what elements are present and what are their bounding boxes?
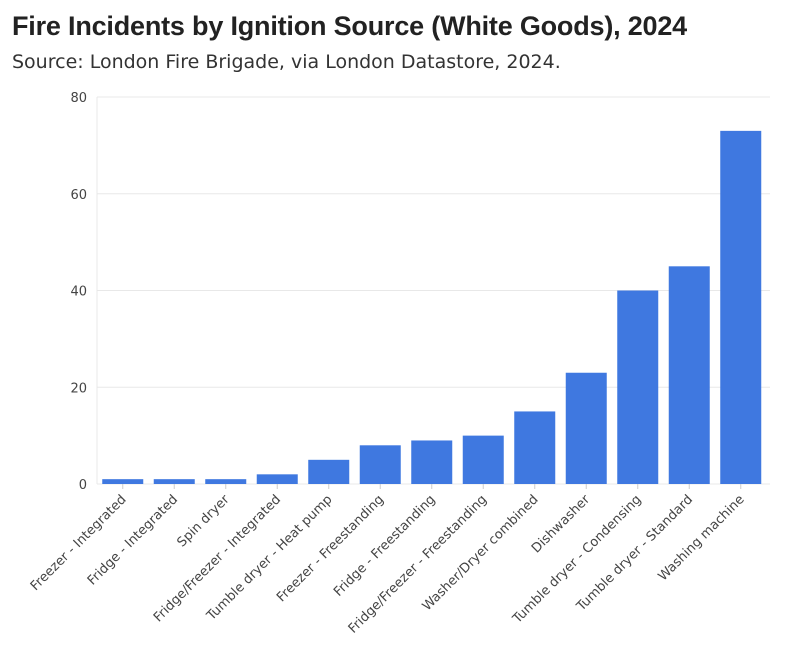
y-tick-label: 40 xyxy=(70,285,87,300)
bar xyxy=(668,266,710,484)
bar xyxy=(153,479,195,484)
bar xyxy=(308,459,350,484)
x-tick-label: Washing machine xyxy=(656,492,748,584)
y-tick-label: 20 xyxy=(70,381,87,396)
chart-title: Fire Incidents by Ignition Source (White… xyxy=(12,11,687,41)
x-tick-label: Fridge - Integrated xyxy=(85,492,181,588)
y-tick-label: 0 xyxy=(79,478,87,493)
bar xyxy=(102,479,144,484)
y-tick-label: 80 xyxy=(70,91,87,106)
bar xyxy=(565,372,607,484)
x-tick-label: Fridge - Freestanding xyxy=(331,492,438,599)
bar xyxy=(617,290,659,484)
bar xyxy=(462,435,504,484)
x-tick-label: Freezer - Integrated xyxy=(28,492,130,594)
bar xyxy=(205,479,247,484)
y-tick-label: 60 xyxy=(70,188,87,203)
bar xyxy=(256,474,298,484)
bar xyxy=(411,440,453,484)
chart-subtitle: Source: London Fire Brigade, via London … xyxy=(12,51,561,73)
bar xyxy=(359,445,401,484)
bar xyxy=(720,130,762,485)
bar xyxy=(514,411,556,484)
